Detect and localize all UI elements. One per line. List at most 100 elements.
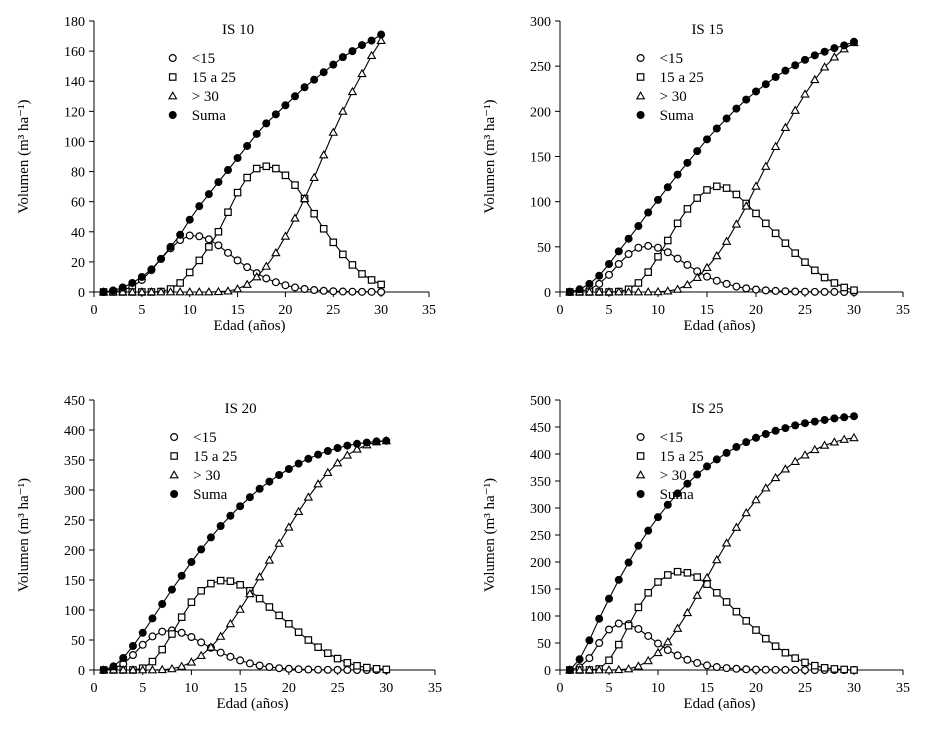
data-point-suma (284, 464, 293, 473)
data-point-gt30 (303, 492, 314, 501)
data-point-r15to25 (372, 664, 381, 673)
data-point-r15to25 (262, 162, 271, 171)
y-tick-label: 120 (64, 105, 85, 120)
data-point-gt30 (574, 665, 585, 674)
data-point-suma (654, 513, 663, 522)
legend-label-gt30: > 30 (192, 89, 219, 105)
data-point-gt30 (184, 287, 195, 296)
data-point-gt30 (284, 522, 294, 531)
data-point-r15to25 (801, 658, 809, 667)
data-point-suma (128, 278, 137, 287)
y-tick-label: 350 (64, 454, 85, 469)
data-point-r15to25 (712, 182, 721, 191)
data-point-suma (663, 500, 672, 509)
data-point-lt15 (673, 254, 682, 263)
data-point-suma (850, 412, 859, 421)
y-tick-label: 100 (64, 135, 85, 150)
data-point-gt30 (274, 538, 284, 547)
data-point-suma (265, 477, 274, 486)
data-point-r15to25 (197, 586, 205, 595)
y-tick-label: 450 (530, 421, 551, 436)
data-point-suma (595, 271, 604, 280)
data-point-gt30 (643, 655, 653, 665)
series-lt15 (99, 626, 391, 674)
data-point-suma (177, 571, 186, 580)
data-point-lt15 (614, 259, 623, 268)
data-point-r15to25 (810, 661, 819, 670)
data-point-gt30 (338, 106, 348, 115)
x-tick-label: 5 (138, 303, 145, 318)
panel-title: IS 20 (225, 401, 257, 417)
data-point-suma (195, 202, 204, 211)
data-point-r15to25 (272, 164, 280, 173)
data-point-gt30 (731, 522, 742, 531)
data-point-gt30 (332, 458, 343, 467)
data-point-r15to25 (663, 571, 672, 579)
data-point-suma (357, 41, 366, 50)
data-point-lt15 (216, 648, 225, 657)
legend-label-gt30: > 30 (193, 468, 220, 484)
data-point-r15to25 (176, 279, 184, 287)
data-point-r15to25 (634, 603, 643, 612)
y-tick-label: 160 (64, 45, 85, 60)
data-point-r15to25 (363, 663, 371, 672)
series-r15to25 (565, 567, 858, 674)
y-axis-label: Volumen (m³ ha⁻¹) (16, 478, 32, 592)
data-point-gt30 (594, 287, 604, 296)
panel-title: IS 15 (691, 22, 723, 38)
data-point-suma (614, 247, 623, 256)
data-point-gt30 (692, 272, 702, 281)
data-point-suma (262, 119, 271, 128)
x-axis-label: Edad (años) (683, 318, 755, 334)
data-point-gt30 (741, 507, 751, 517)
data-point-gt30 (232, 284, 243, 293)
data-point-suma (353, 439, 362, 448)
y-tick-label: 150 (64, 574, 85, 589)
data-point-suma (377, 30, 386, 39)
legend-label-lt15: <15 (193, 430, 216, 446)
data-point-gt30 (204, 287, 214, 296)
data-point-gt30 (165, 287, 176, 296)
y-tick-label: 200 (530, 105, 551, 120)
data-point-gt30 (663, 286, 673, 295)
y-tick-label: 50 (537, 241, 551, 256)
data-point-suma (781, 424, 790, 433)
legend-marker-gt30 (635, 91, 646, 100)
data-point-r15to25 (722, 184, 731, 192)
data-point-suma (732, 442, 741, 451)
data-point-r15to25 (771, 229, 780, 238)
legend-marker-suma (636, 111, 645, 120)
data-point-lt15 (158, 627, 167, 636)
data-point-gt30 (357, 68, 367, 78)
data-point-gt30 (672, 284, 683, 293)
data-point-r15to25 (850, 286, 858, 294)
data-point-gt30 (839, 434, 849, 443)
data-point-gt30 (653, 647, 663, 657)
data-point-gt30 (235, 604, 245, 613)
data-point-lt15 (781, 287, 790, 296)
data-point-r15to25 (339, 250, 347, 259)
chart-panel-1: 0 20 40 60 80 100 120 140 160 180 0 5 10 15 20 25 30 35 Ed… (16, 15, 436, 334)
data-point-gt30 (352, 444, 362, 453)
data-point-lt15 (233, 256, 242, 265)
data-point-gt30 (731, 219, 742, 228)
data-point-lt15 (255, 661, 264, 670)
data-point-r15to25 (353, 661, 361, 670)
series-suma (99, 30, 386, 296)
data-point-lt15 (284, 664, 293, 673)
y-tick-label: 300 (64, 484, 85, 499)
data-point-suma (304, 454, 313, 463)
data-point-lt15 (634, 243, 643, 252)
y-tick-label: 100 (530, 196, 551, 211)
data-point-lt15 (329, 287, 338, 296)
data-point-lt15 (771, 665, 780, 674)
x-tick-label: 25 (331, 681, 345, 696)
data-point-lt15 (653, 639, 662, 648)
data-point-lt15 (195, 232, 204, 241)
data-point-lt15 (761, 665, 770, 674)
data-point-gt30 (790, 456, 800, 465)
data-point-r15to25 (187, 598, 196, 607)
legend-label-r15to25: 15 a 25 (193, 449, 237, 465)
data-point-gt30 (271, 247, 281, 257)
data-point-gt30 (128, 665, 138, 674)
